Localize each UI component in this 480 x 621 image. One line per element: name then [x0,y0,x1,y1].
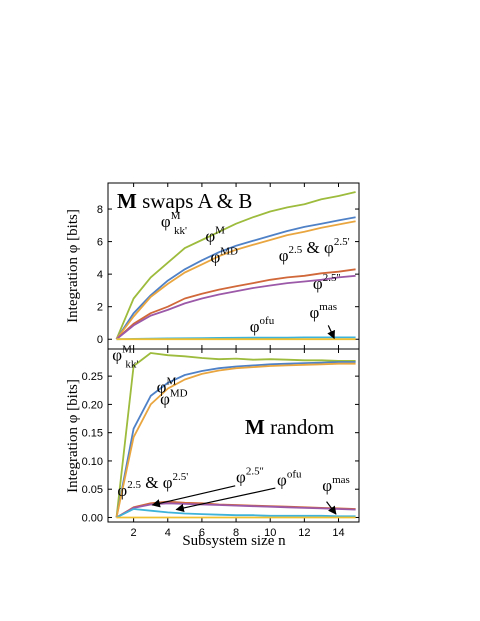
top-panel-title: M swaps A & B [117,189,252,213]
bottom-x-tick-label: 4 [165,527,171,539]
top-phi-label: φmas [309,301,337,322]
bottom-series-line-2 [115,361,356,518]
panel-bottom: 0.00 0.05 0.10 0.15 0.20 0.25 2 4 6 8 10 12 14 φM kk'… [65,343,360,549]
bottom-y-tick-label: 0.20 [82,399,103,411]
top-phi-label: φ2.5 & φ2.5' [279,236,350,265]
bottom-x-tick-label: 2 [131,527,137,539]
bottom-y-tick-label: 0.00 [82,512,103,524]
top-y-axis-label: Integration φ [bits] [65,209,81,323]
top-phi-label: φ2.5'' [313,272,341,293]
bottom-phi-label: φ2.5'' [236,465,264,486]
bottom-x-tick-label: 6 [199,527,205,539]
bottom-phi-label: φM kk' [112,343,138,370]
top-y-tick-label: 6 [97,237,103,249]
bottom-annotation-arrow [151,485,236,508]
bottom-series-lines [115,352,356,519]
top-y-tick-label: 2 [97,302,103,314]
bottom-annotation-arrow [175,487,276,513]
bottom-panel-title: M random [245,415,334,439]
bottom-x-tick-label: 14 [332,527,344,539]
top-axis-ticks: 0 2 4 6 8 [97,183,359,349]
bottom-x-tick-label: 10 [264,527,276,539]
top-series-line-3 [115,220,356,340]
bottom-y-tick-label: 0.25 [82,371,103,383]
top-series-lines [115,191,356,341]
bottom-y-tick-label: 0.10 [82,456,103,468]
bottom-annotation-arrow [326,501,337,515]
top-series-line-5 [115,274,356,340]
top-series-line-2 [115,216,356,340]
bottom-y-tick-label: 0.05 [82,484,103,496]
bottom-y-axis-label: Integration φ [bits] [65,379,81,493]
top-annotation-arrow [327,325,335,340]
top-y-tick-label: 8 [97,204,103,216]
bottom-plot-frame [107,348,360,523]
bottom-phi-label: φmas [322,474,350,495]
top-series-line-1 [115,191,356,340]
bottom-axis-ticks: 0.00 0.05 0.10 0.15 0.20 0.25 2 4 6 8 10 12 14 [82,349,359,539]
bottom-series-line-1 [115,352,356,518]
bottom-phi-label: φofu [277,468,302,489]
x-axis-label: Subsystem size n [182,533,286,549]
top-y-tick-label: 4 [97,269,103,281]
bottom-x-tick-label: 8 [233,527,239,539]
bottom-phi-label: φMD [160,387,188,408]
top-phi-label: φM [205,225,225,246]
top-series-line-4 [115,268,356,340]
top-phi-label: φM kk' [161,210,187,237]
bottom-series-line-6 [116,508,356,519]
bottom-x-tick-label: 12 [298,527,310,539]
bottom-phi-label: φM [157,376,177,397]
bottom-series-line-3 [115,362,356,518]
bottom-phi-label: φ2.5 & φ2.5' [117,471,188,500]
top-y-tick-label: 0 [97,334,103,346]
top-phi-label: φofu [250,315,275,336]
top-phi-label: φMD [210,246,238,267]
bottom-y-tick-label: 0.15 [82,428,103,440]
